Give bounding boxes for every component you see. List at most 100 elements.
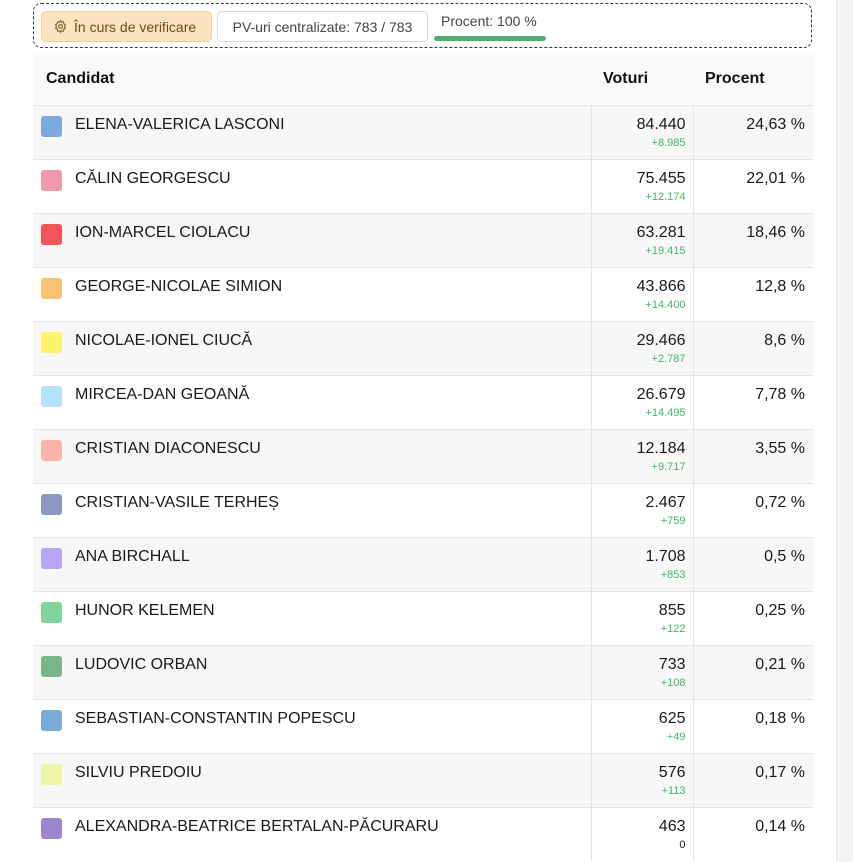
votes-cell: 855 +122	[590, 591, 693, 646]
vote-percent: 24,63 %	[746, 116, 805, 133]
candidate-cell: CĂLIN GEORGESCU	[33, 159, 591, 214]
candidate-name: CĂLIN GEORGESCU	[75, 170, 231, 187]
candidate-name: MIRCEA-DAN GEOANĂ	[75, 386, 250, 403]
candidate-color-swatch	[41, 710, 62, 731]
candidate-color-swatch	[41, 440, 62, 461]
votes-cell: 625 +49	[590, 699, 693, 754]
percent-cell: 0,5 %	[692, 537, 813, 592]
vote-percent: 22,01 %	[746, 170, 805, 187]
votes-cell: 12.184 +9.717	[590, 429, 693, 484]
percent-cell: 0,21 %	[692, 645, 813, 700]
vote-count: 1.708	[645, 548, 686, 565]
candidate-name: ALEXANDRA-BEATRICE BERTALAN-PĂCURARU	[75, 818, 439, 835]
candidate-color-swatch	[41, 386, 62, 407]
candidate-name: SEBASTIAN-CONSTANTIN POPESCU	[75, 710, 356, 727]
progress-label: Procent: 100 %	[441, 13, 537, 29]
table-row: ANA BIRCHALL 1.708 +853 0,5 %	[33, 537, 813, 592]
candidate-cell: ELENA-VALERICA LASCONI	[33, 105, 591, 160]
candidate-cell: NICOLAE-IONEL CIUCĂ	[33, 321, 591, 376]
candidate-name: GEORGE-NICOLAE SIMION	[75, 278, 283, 295]
vote-percent: 0,21 %	[755, 656, 805, 673]
vote-count: 855	[658, 602, 686, 619]
vote-percent: 8,6 %	[764, 332, 805, 349]
vote-count: 26.679	[636, 386, 686, 403]
percent-cell: 12,8 %	[692, 267, 813, 322]
verification-status-label: În curs de verificare	[74, 18, 197, 35]
votes-cell: 63.281 +19.415	[590, 213, 693, 268]
vote-delta: +19.415	[645, 245, 686, 257]
candidate-cell: MIRCEA-DAN GEOANĂ	[33, 375, 591, 430]
candidate-color-swatch	[41, 332, 62, 353]
percent-cell: 7,78 %	[692, 375, 813, 430]
votes-cell: 26.679 +14.495	[590, 375, 693, 430]
progress-bar	[434, 36, 546, 41]
candidate-name: LUDOVIC ORBAN	[75, 656, 208, 673]
candidate-name: CRISTIAN DIACONESCU	[75, 440, 261, 457]
table-row: LUDOVIC ORBAN 733 +108 0,21 %	[33, 645, 813, 700]
table-row: CRISTIAN-VASILE TERHEȘ 2.467 +759 0,72 %	[33, 483, 813, 538]
table-row: CRISTIAN DIACONESCU 12.184 +9.717 3,55 %	[33, 429, 813, 484]
vote-count: 625	[658, 710, 686, 727]
vote-delta: +14.495	[645, 407, 686, 419]
page-scrollbar[interactable]	[836, 0, 853, 862]
vote-percent: 18,46 %	[746, 224, 805, 241]
column-header-percent[interactable]: Procent	[693, 53, 813, 106]
vote-delta: +853	[660, 569, 686, 581]
table-row: CĂLIN GEORGESCU 75.455 +12.174 22,01 %	[33, 159, 813, 214]
vote-percent: 0,5 %	[764, 548, 805, 565]
vote-count: 84.440	[636, 116, 686, 133]
vote-percent: 12,8 %	[755, 278, 805, 295]
candidate-cell: SEBASTIAN-CONSTANTIN POPESCU	[33, 699, 591, 754]
candidate-name: CRISTIAN-VASILE TERHEȘ	[75, 494, 279, 511]
vote-delta: +108	[660, 677, 686, 689]
vote-count: 43.866	[636, 278, 686, 295]
candidate-color-swatch	[41, 170, 62, 191]
pv-centralized-label: PV-uri centralizate: 783 / 783	[232, 18, 413, 35]
table-row: ELENA-VALERICA LASCONI 84.440 +8.985 24,63 …	[33, 105, 813, 160]
table-row: ALEXANDRA-BEATRICE BERTALAN-PĂCURARU 463 0…	[33, 807, 813, 861]
candidate-color-swatch	[41, 494, 62, 515]
table-row: MIRCEA-DAN GEOANĂ 26.679 +14.495 7,78 %	[33, 375, 813, 430]
candidate-cell: ALEXANDRA-BEATRICE BERTALAN-PĂCURARU	[33, 807, 591, 861]
votes-cell: 29.466 +2.787	[590, 321, 693, 376]
column-header-votes[interactable]: Voturi	[591, 53, 693, 106]
candidate-cell: ANA BIRCHALL	[33, 537, 591, 592]
percent-cell: 8,6 %	[692, 321, 813, 376]
votes-cell: 84.440 +8.985	[590, 105, 693, 160]
percent-cell: 0,14 %	[692, 807, 813, 861]
candidate-cell: SILVIU PREDOIU	[33, 753, 591, 808]
table-row: SEBASTIAN-CONSTANTIN POPESCU 625 +49 0,18 %	[33, 699, 813, 754]
percent-cell: 22,01 %	[692, 159, 813, 214]
percent-cell: 18,46 %	[692, 213, 813, 268]
vote-count: 463	[658, 818, 686, 835]
vote-delta: 0	[679, 839, 686, 851]
vote-delta: +122	[660, 623, 686, 635]
gear-icon	[54, 19, 67, 34]
candidate-cell: ION-MARCEL CIOLACU	[33, 213, 591, 268]
votes-cell: 463 0	[590, 807, 693, 861]
table-row: GEORGE-NICOLAE SIMION 43.866 +14.400 12,8 %	[33, 267, 813, 322]
vote-delta: +12.174	[645, 191, 686, 203]
vote-count: 63.281	[636, 224, 686, 241]
vote-count: 733	[658, 656, 686, 673]
candidate-cell: GEORGE-NICOLAE SIMION	[33, 267, 591, 322]
candidate-color-swatch	[41, 602, 62, 623]
vote-percent: 7,78 %	[755, 386, 805, 403]
vote-delta: +113	[661, 785, 686, 797]
vote-delta: +9.717	[651, 461, 686, 473]
vote-delta: +759	[660, 515, 686, 527]
candidate-name: ION-MARCEL CIOLACU	[75, 224, 251, 241]
vote-percent: 0,18 %	[755, 710, 805, 727]
candidate-color-swatch	[41, 764, 62, 785]
candidate-cell: HUNOR KELEMEN	[33, 591, 591, 646]
votes-cell: 576 +113	[590, 753, 693, 808]
candidate-cell: LUDOVIC ORBAN	[33, 645, 591, 700]
candidate-color-swatch	[41, 278, 62, 299]
vote-delta: +8.985	[651, 137, 686, 149]
candidate-name: NICOLAE-IONEL CIUCĂ	[75, 332, 253, 349]
column-header-candidate[interactable]: Candidat	[33, 53, 591, 106]
candidate-color-swatch	[41, 224, 62, 245]
votes-cell: 2.467 +759	[590, 483, 693, 538]
candidate-name: ELENA-VALERICA LASCONI	[75, 116, 285, 133]
vote-delta: +2.787	[651, 353, 686, 365]
